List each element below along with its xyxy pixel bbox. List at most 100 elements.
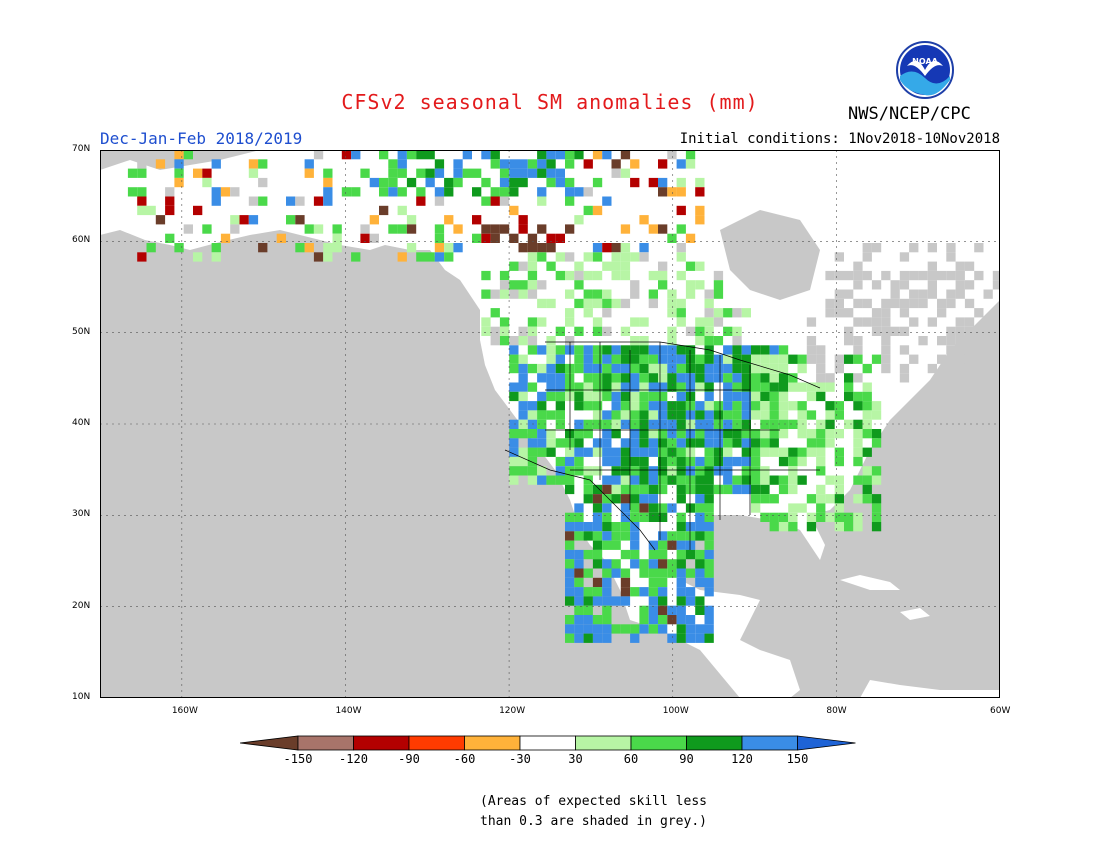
anomaly-cell (537, 345, 547, 355)
anomaly-cell (676, 298, 686, 309)
anomaly-cell (955, 336, 965, 346)
anomaly-cell (834, 298, 844, 309)
anomaly-cell (704, 326, 714, 336)
anomaly-cell (425, 150, 435, 160)
anomaly-cell (565, 456, 575, 467)
anomaly-cell (667, 531, 677, 541)
anomaly-cell (695, 531, 705, 541)
anomaly-cell (695, 559, 705, 569)
anomaly-cell (890, 280, 900, 290)
anomaly-cell (490, 187, 500, 197)
anomaly-cell (481, 150, 491, 160)
anomaly-cell (964, 373, 975, 383)
anomaly-cell (732, 336, 742, 346)
anomaly-cell (964, 298, 975, 309)
anomaly-cell (611, 466, 621, 476)
anomaly-cell (639, 475, 649, 485)
anomaly-cell (602, 596, 612, 606)
anomaly-cell (602, 512, 612, 522)
anomaly-cell (658, 577, 668, 588)
anomaly-cell (658, 363, 668, 374)
anomaly-cell (574, 215, 584, 225)
anomaly-cell (574, 568, 584, 578)
anomaly-cell (751, 475, 761, 485)
anomaly-cell (592, 150, 603, 160)
anomaly-cell (360, 168, 370, 178)
anomaly-cell (769, 363, 779, 374)
anomaly-cell (518, 429, 528, 439)
anomaly-cell (127, 187, 138, 197)
anomaly-cell (955, 289, 965, 299)
anomaly-cell (732, 345, 742, 355)
anomaly-cell (490, 308, 500, 318)
anomaly-cell (685, 326, 696, 336)
anomaly-cell (546, 363, 556, 374)
anomaly-cell (648, 354, 658, 364)
anomaly-cell (565, 177, 575, 188)
anomaly-cell (602, 373, 612, 383)
anomaly-cell (639, 410, 649, 420)
anomaly-cell (778, 382, 789, 392)
anomaly-cell (611, 596, 621, 606)
anomaly-cell (732, 456, 742, 467)
anomaly-cell (723, 484, 733, 495)
anomaly-cell (565, 224, 575, 234)
anomaly-cell (899, 363, 910, 374)
anomaly-cell (862, 419, 872, 429)
anomaly-cell (379, 205, 389, 216)
anomaly-cell (574, 438, 584, 448)
anomaly-cell (574, 150, 584, 160)
anomaly-cell (658, 345, 668, 355)
anomaly-cell (369, 233, 379, 243)
anomaly-cell (741, 475, 751, 485)
anomaly-cell (592, 615, 603, 625)
anomaly-cell (732, 438, 742, 448)
anomaly-cell (695, 568, 705, 578)
anomaly-cell (667, 410, 677, 420)
anomaly-cell (527, 438, 538, 448)
anomaly-cell (174, 168, 184, 178)
colorbar-tick-label: -120 (339, 752, 368, 766)
anomaly-cell (927, 289, 937, 299)
anomaly-cell (537, 243, 547, 253)
anomaly-cell (518, 159, 528, 169)
colorbar-tick-label: 30 (568, 752, 583, 766)
anomaly-cell (583, 419, 593, 429)
anomaly-cell (778, 391, 789, 402)
anomaly-cell (862, 317, 872, 327)
anomaly-cell (611, 298, 621, 309)
anomaly-cell (732, 373, 742, 383)
anomaly-cell (676, 475, 686, 485)
initial-conditions-label: Initial conditions: 1Nov2018-10Nov2018 (679, 131, 1000, 147)
anomaly-cell (630, 512, 640, 522)
anomaly-cell (778, 419, 789, 429)
anomaly-cell (527, 270, 538, 281)
anomaly-cell (853, 354, 863, 364)
hispaniola-island (900, 608, 930, 620)
anomaly-cell (760, 512, 770, 522)
anomaly-cell (667, 503, 677, 513)
anomaly-cell (434, 159, 445, 169)
anomaly-cell (816, 494, 826, 504)
anomaly-cell (630, 336, 640, 346)
anomaly-cell (574, 326, 584, 336)
anomaly-cell (220, 233, 231, 243)
anomaly-cell (825, 410, 835, 420)
anomaly-cell (592, 363, 603, 374)
anomaly-cell (778, 429, 789, 439)
anomaly-cell (546, 345, 556, 355)
anomaly-cell (527, 345, 538, 355)
anomaly-cell (760, 391, 770, 402)
anomaly-cell (704, 308, 714, 318)
anomaly-cell (602, 484, 612, 495)
anomaly-cell (685, 419, 696, 429)
anomaly-cell (695, 577, 705, 588)
hudson-bay (720, 210, 820, 300)
anomaly-cell (434, 224, 445, 234)
anomaly-cell (611, 447, 621, 457)
anomaly-cell (546, 233, 556, 243)
anomaly-cell (676, 456, 686, 467)
anomaly-cell (592, 512, 603, 522)
anomaly-cell (602, 531, 612, 541)
anomaly-cell (732, 391, 742, 402)
